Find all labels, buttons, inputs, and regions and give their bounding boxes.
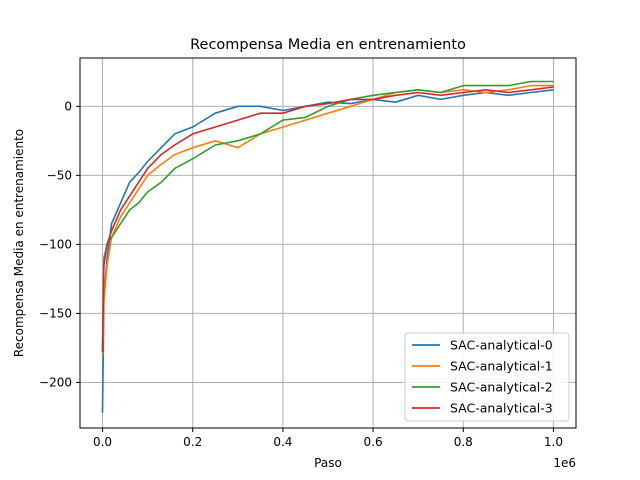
chart-title: Recompensa Media en entrenamiento (190, 37, 466, 53)
x-tick-label: 1.0 (544, 435, 563, 449)
y-tick-label: −100 (39, 237, 72, 251)
y-tick-label: −50 (47, 168, 72, 182)
y-tick-label: −150 (39, 306, 72, 320)
x-axis-offset-label: 1e6 (553, 456, 576, 470)
legend-label-0: SAC-analytical-0 (450, 338, 553, 353)
legend-frame (404, 332, 570, 422)
y-axis-ticks: −200 −150 −100 −50 0 (39, 99, 80, 389)
plot-frame (79, 57, 577, 429)
x-tick-label: 0.2 (183, 435, 202, 449)
series-line-3 (101, 86, 554, 353)
x-tick-label: 0.8 (454, 435, 473, 449)
y-tick-label: −200 (39, 375, 72, 389)
series-line-2 (101, 80, 554, 348)
y-axis-label: Recompensa Media en entrenamiento (12, 129, 26, 357)
legend-label-2: SAC-analytical-2 (450, 380, 553, 395)
legend: SAC-analytical-0 SAC-analytical-1 SAC-anal… (404, 332, 570, 422)
x-tick-label: 0.0 (93, 435, 112, 449)
series-line-0 (101, 89, 554, 413)
x-axis-label: Paso (314, 456, 342, 470)
y-tick-label: 0 (64, 99, 72, 113)
x-tick-label: 0.6 (364, 435, 383, 449)
series-group (101, 80, 554, 413)
legend-label-1: SAC-analytical-1 (450, 359, 553, 374)
x-tick-label: 0.4 (273, 435, 292, 449)
legend-label-3: SAC-analytical-3 (450, 401, 553, 416)
x-axis-ticks: 0.0 0.2 0.4 0.6 0.8 1.0 (93, 428, 563, 449)
